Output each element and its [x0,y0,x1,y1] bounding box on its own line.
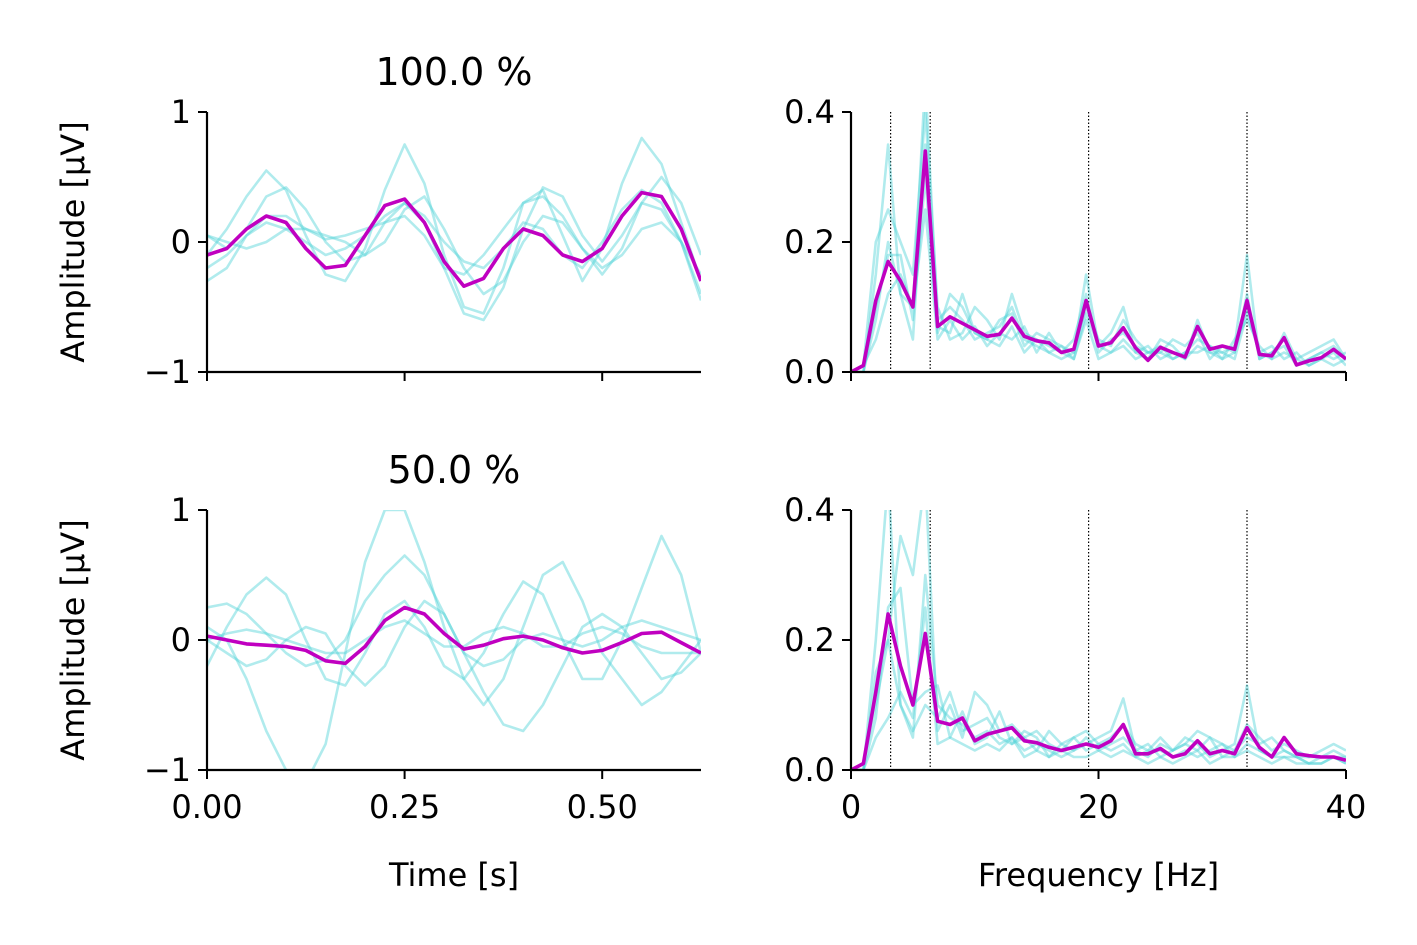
x-tick-label: 20 [1078,788,1119,826]
trial-line-1 [207,136,701,315]
mean-line [207,605,701,666]
plot-area [851,112,1346,372]
trial-line-4 [207,599,701,733]
panel-title: 100.0 % [376,50,533,94]
x-tick-label: 0.50 [567,788,638,826]
mean-line [851,612,1346,770]
trial-line-4 [851,208,1346,372]
trial-line-2 [207,534,701,687]
x-axis-label: Time [s] [388,856,519,894]
x-tick-label: 40 [1326,788,1367,826]
y-tick-label: 0.0 [784,353,835,391]
trial-line-1 [851,510,1346,770]
trial-line-5 [207,188,701,295]
panel-title: 50.0 % [388,448,521,492]
y-tick-label: 0.4 [784,491,835,529]
y-tick-label: 0.0 [784,751,835,789]
plot-area [851,510,1346,770]
plot-area [207,510,701,770]
y-tick-label: −1 [144,751,191,789]
chart-panel-2: 0.0 0.2 0.4 [784,93,1347,391]
mean-line [207,190,701,288]
trial-line-2 [207,186,701,322]
x-tick-label: 0.00 [171,788,242,826]
y-tick-label: 0.2 [784,621,835,659]
plot-area [207,136,701,322]
y-tick-label: 1 [171,491,191,529]
y-tick-label: 0.2 [784,223,835,261]
x-axis-label: Frequency [Hz] [978,856,1219,894]
chart-panel-4: 0.0 0.2 0.4 0 20 40 Frequency [Hz] [784,491,1367,894]
x-tick-label: 0.25 [369,788,440,826]
trial-line-2 [851,510,1346,770]
y-tick-label: 1 [171,93,191,131]
trial-line-3 [207,554,701,668]
trial-line-1 [207,510,701,770]
trial-line-2 [851,112,1346,372]
chart-panel-1: −1 0 1 100.0 % Amplitude [μV] [54,50,701,391]
mean-line [851,149,1346,372]
y-axis-label: Amplitude [μV] [54,121,92,362]
y-tick-label: 0 [171,223,191,261]
chart-panel-3: −1 0 1 0.00 0.25 0.50 50.0 % Amplitude [μV] Time… [54,448,701,894]
y-tick-label: −1 [144,353,191,391]
trial-line-5 [207,619,701,655]
y-axis-label: Amplitude [μV] [54,519,92,760]
y-tick-label: 0.4 [784,93,835,131]
y-tick-label: 0 [171,621,191,659]
x-tick-label: 0 [841,788,861,826]
